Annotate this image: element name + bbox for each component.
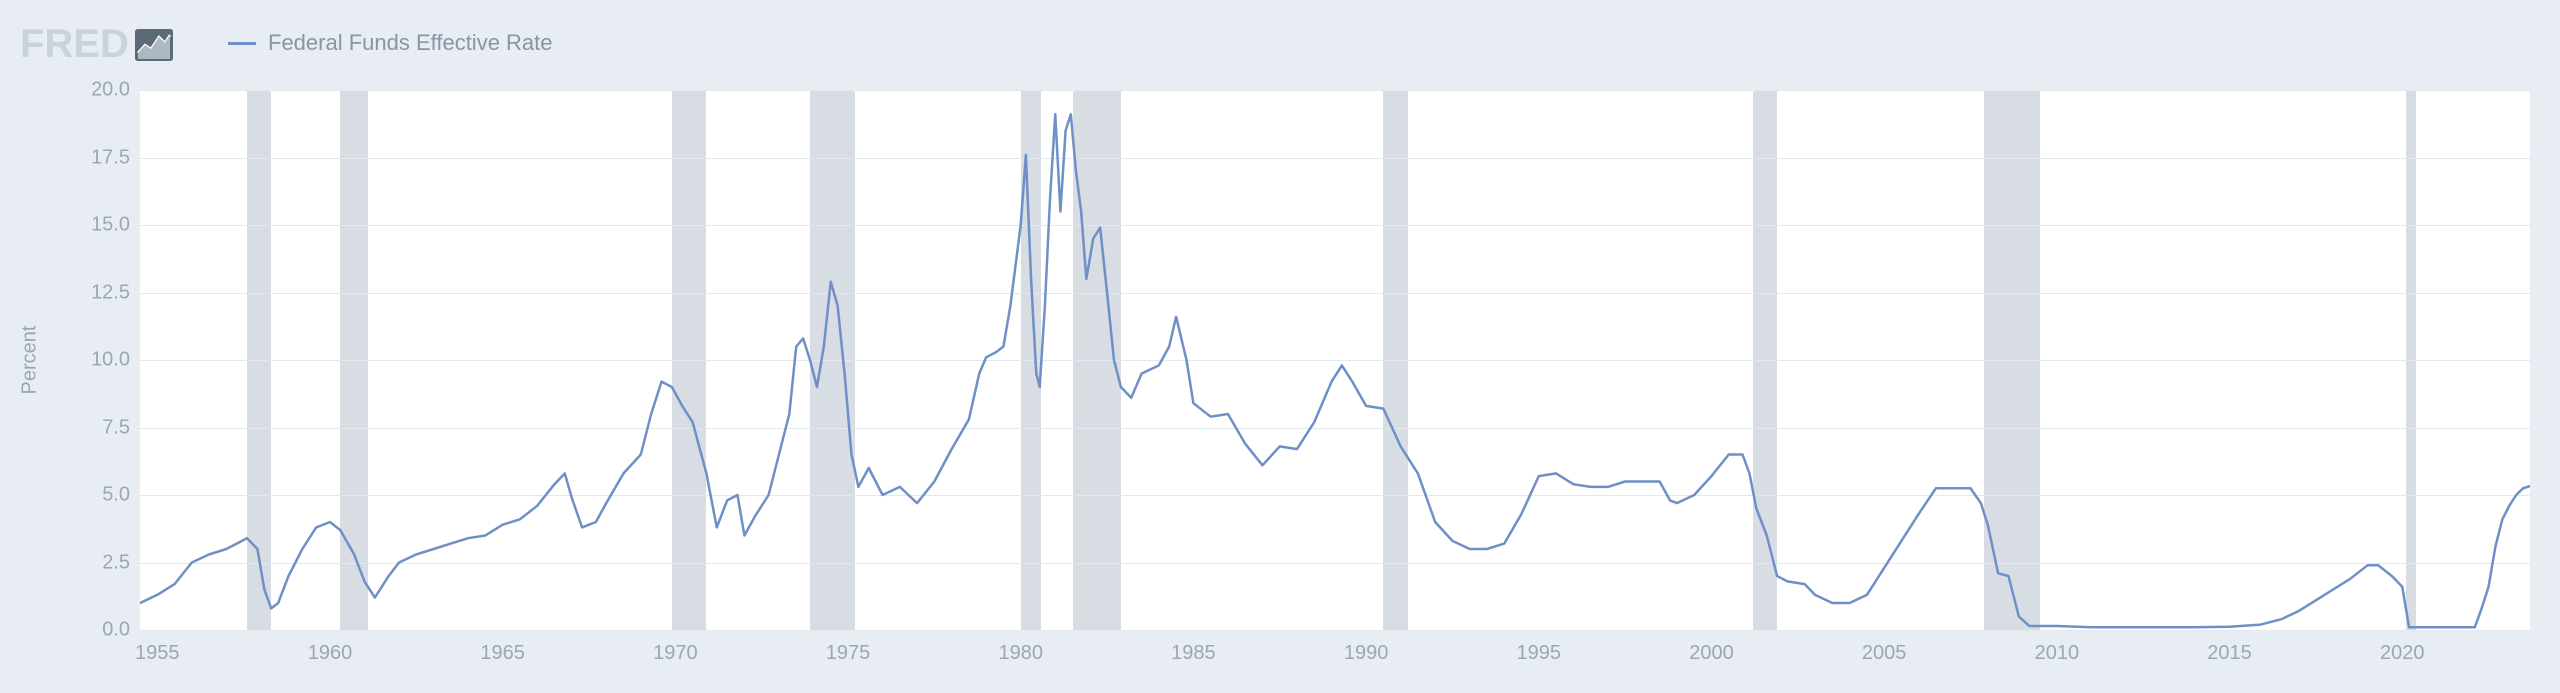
x-tick-label: 1980: [998, 642, 1043, 665]
x-tick-label: 2000: [1689, 642, 1734, 665]
x-tick-label: 1985: [1171, 642, 1216, 665]
logo-text: FRED: [20, 22, 129, 67]
y-tick-label: 7.5: [70, 416, 130, 439]
y-tick-label: 20.0: [70, 79, 130, 102]
x-tick-label: 1995: [1517, 642, 1562, 665]
x-tick-label: 1965: [480, 642, 525, 665]
x-tick-label: 1990: [1344, 642, 1389, 665]
fred-logo: FRED: [20, 22, 173, 67]
x-tick-label: 2010: [2035, 642, 2080, 665]
x-tick-label: 1970: [653, 642, 698, 665]
x-tick-label: 1975: [826, 642, 871, 665]
y-tick-label: 17.5: [70, 146, 130, 169]
y-axis-label: Percent: [19, 326, 42, 395]
x-tick-label: 2005: [1862, 642, 1907, 665]
x-tick-label: 2015: [2207, 642, 2252, 665]
legend-label: Federal Funds Effective Rate: [268, 30, 553, 56]
logo-chart-icon: [135, 29, 173, 61]
y-tick-label: 0.0: [70, 619, 130, 642]
y-tick-label: 10.0: [70, 349, 130, 372]
chart-legend: Federal Funds Effective Rate: [228, 30, 553, 56]
plot-area[interactable]: [140, 90, 2530, 630]
line-series: [140, 90, 2530, 630]
y-tick-label: 2.5: [70, 551, 130, 574]
x-tick-label: 1955: [135, 642, 180, 665]
y-tick-label: 15.0: [70, 214, 130, 237]
y-tick-label: 5.0: [70, 484, 130, 507]
y-tick-label: 12.5: [70, 281, 130, 304]
chart-container: FRED Federal Funds Effective Rate Percen…: [0, 0, 2560, 693]
x-tick-label: 1960: [308, 642, 353, 665]
x-tick-label: 2020: [2380, 642, 2425, 665]
legend-swatch: [228, 42, 256, 45]
